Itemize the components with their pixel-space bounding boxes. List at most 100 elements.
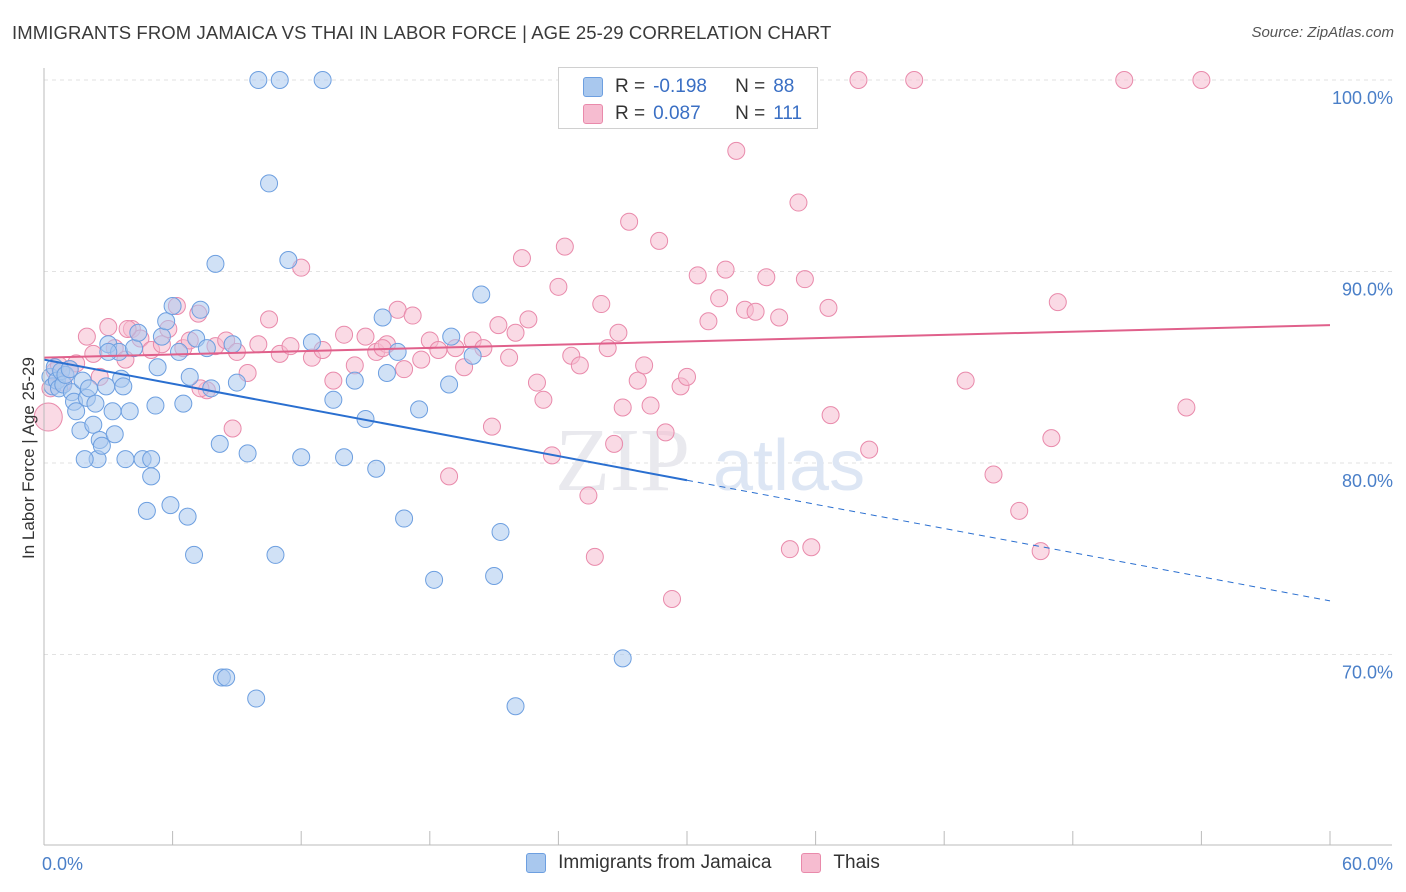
thai-point-80: [688, 266, 707, 285]
thai-point-46: [429, 341, 448, 360]
series-legend: Immigrants from Jamaica Thais: [0, 852, 1406, 874]
jamaica-swatch-icon: [583, 77, 603, 97]
jamaica-point-67: [388, 342, 407, 361]
jamaica-point-31: [129, 323, 148, 342]
thai-point-10: [99, 318, 118, 337]
jamaica-point-81: [345, 371, 364, 390]
jamaica-point-79: [178, 507, 197, 526]
thais-swatch-icon: [583, 104, 603, 124]
tick-labels: 100.0% 90.0% 80.0% 70.0% 0.0% 60.0%: [42, 88, 1393, 874]
thai-point-41: [388, 300, 407, 319]
legend-item-thais[interactable]: Thais: [801, 852, 880, 874]
thai-point-104: [1177, 398, 1196, 417]
jamaica-point-46: [191, 300, 210, 319]
thai-point-65: [579, 486, 598, 505]
thai-point-70: [613, 398, 632, 417]
thai-point-99: [1010, 501, 1029, 520]
thai-point-62: [555, 237, 574, 256]
x-tick-label-0: 0.0%: [42, 854, 83, 874]
n-value: 111: [773, 103, 803, 124]
jamaica-point-37: [152, 327, 171, 346]
chart-title: IMMIGRANTS FROM JAMAICA VS THAI IN LABOR…: [12, 22, 832, 43]
thais-swatch-icon: [801, 853, 822, 873]
r-value: -0.198: [653, 76, 707, 97]
thai-point-66: [585, 547, 604, 566]
n-value: 88: [773, 76, 795, 97]
thai-point-67: [592, 295, 611, 314]
thai-point-47: [440, 467, 459, 486]
jamaica-point-24: [105, 425, 124, 444]
y-tick-label-0: 100.0%: [1332, 88, 1393, 108]
thai-point-29: [260, 310, 279, 329]
thai-point-0: [33, 402, 63, 432]
jamaica-point-20: [92, 436, 111, 455]
jamaica-point-76: [491, 522, 510, 541]
thai-point-7: [77, 327, 96, 346]
thai-point-8: [84, 344, 103, 363]
jamaica-point-29: [120, 402, 139, 421]
y-tick-label-1: 90.0%: [1342, 280, 1393, 300]
jamaica-point-52: [217, 668, 236, 687]
jamaica-point-62: [324, 390, 343, 409]
jamaica-point-56: [249, 71, 268, 89]
thai-point-97: [956, 371, 975, 390]
jamaica-point-84: [99, 342, 118, 361]
thai-point-57: [519, 310, 538, 329]
jamaica-point-42: [174, 394, 193, 413]
thai-point-53: [489, 316, 508, 335]
jamaica-point-27: [114, 377, 133, 396]
jamaica-point-80: [266, 545, 285, 564]
thai-point-36: [335, 325, 354, 344]
thai-point-35: [324, 371, 343, 390]
jamaica-point-61: [313, 71, 332, 89]
jamaica-point-28: [116, 450, 135, 469]
thai-point-87: [757, 268, 776, 287]
jamaica-point-63: [335, 448, 354, 467]
jamaica-point-75: [485, 566, 504, 585]
jamaica-point-39: [161, 496, 180, 515]
jamaica-point-53: [223, 335, 242, 354]
thai-point-90: [789, 193, 808, 212]
jamaica-point-40: [163, 296, 182, 315]
jamaica-point-69: [410, 400, 429, 419]
thai-point-42: [395, 360, 414, 379]
thai-point-61: [549, 277, 568, 296]
r-label: R =: [615, 76, 646, 97]
thai-point-89: [780, 540, 799, 559]
watermark: ZIP atlas: [555, 411, 865, 510]
jamaica-point-48: [202, 379, 221, 398]
thai-point-95: [860, 440, 879, 459]
jamaica-point-50: [210, 434, 229, 453]
thai-point-64: [570, 356, 589, 375]
x-tick-label-1: 60.0%: [1342, 854, 1393, 874]
jamaica-point-66: [373, 308, 392, 327]
n-label: N =: [735, 76, 766, 97]
jamaica-point-55: [247, 689, 266, 708]
thai-point-37: [345, 356, 364, 375]
jamaica-point-70: [425, 570, 444, 589]
jamaica-point-23: [103, 402, 122, 421]
legend-item-jamaica[interactable]: Immigrants from Jamaica: [526, 852, 771, 874]
jamaica-point-16: [84, 415, 103, 434]
thai-point-44: [412, 350, 431, 369]
data-points: [33, 71, 1211, 716]
jamaica-point-86: [302, 333, 321, 352]
thai-point-84: [727, 141, 746, 160]
thai-point-59: [534, 390, 553, 409]
watermark-atlas: atlas: [713, 426, 865, 506]
r-value: 0.087: [653, 103, 701, 124]
legend-label-thais: Thais: [833, 852, 880, 873]
thai-point-58: [527, 373, 546, 392]
jamaica-point-43: [180, 367, 199, 386]
r-label: R =: [615, 103, 646, 124]
stats-row-thais: R = 0.087 N = 111: [583, 101, 802, 127]
thai-point-86: [746, 302, 765, 321]
jamaica-swatch-icon: [526, 853, 547, 873]
thai-point-73: [635, 356, 654, 375]
legend-label-jamaica: Immigrants from Jamaica: [558, 852, 772, 873]
thai-point-88: [770, 308, 789, 327]
jamaica-point-73: [463, 346, 482, 365]
n-label: N =: [735, 103, 766, 124]
thai-point-43: [403, 306, 422, 325]
y-tick-label-2: 80.0%: [1342, 471, 1393, 491]
